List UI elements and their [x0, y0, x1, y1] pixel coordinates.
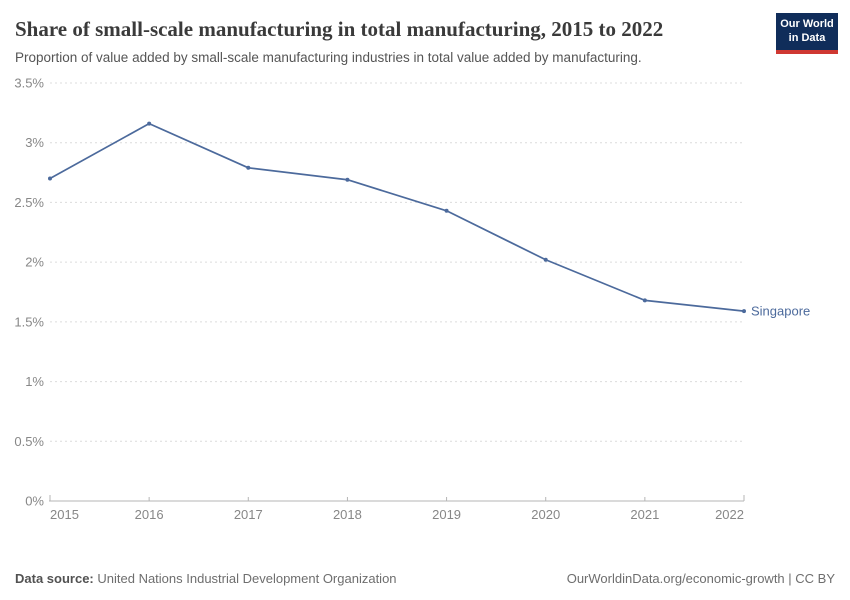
x-tick-label: 2020: [531, 507, 560, 522]
chart-footer: Data source: United Nations Industrial D…: [0, 571, 850, 586]
data-point[interactable]: [642, 298, 647, 303]
y-tick-label: 0.5%: [14, 434, 44, 449]
data-point[interactable]: [48, 176, 52, 181]
x-tick-label: 2021: [630, 507, 659, 522]
y-tick-label: 1.5%: [14, 315, 44, 330]
attribution-link[interactable]: OurWorldinData.org/economic-growth | CC …: [566, 571, 835, 586]
owid-logo-line1: Our World: [780, 18, 834, 30]
y-tick-label: 3.5%: [14, 76, 44, 91]
x-tick-label: 2017: [234, 507, 263, 522]
data-point[interactable]: [543, 258, 548, 263]
y-tick-label: 2.5%: [14, 195, 44, 210]
x-tick-label: 2019: [432, 507, 461, 522]
data-source-label: Data source:: [15, 571, 94, 586]
series-line-singapore[interactable]: [49, 123, 745, 313]
owid-logo[interactable]: Our World in Data: [776, 13, 838, 54]
chart-header: Share of small-scale manufacturing in to…: [0, 0, 850, 65]
owid-logo-line2: in Data: [788, 31, 826, 44]
y-tick-label: 3%: [25, 136, 44, 151]
chart-subtitle: Proportion of value added by small-scale…: [15, 50, 642, 66]
data-source: Data source: United Nations Industrial D…: [15, 571, 397, 586]
line-chart[interactable]: 0% 0.5% 1% 1.5% 2% 2.5% 3% 3.5% 2015 2016 2017 2018…: [0, 67, 850, 529]
y-tick-label: 0%: [25, 494, 44, 509]
x-tick-label: 2016: [135, 507, 164, 522]
data-point[interactable]: [444, 209, 449, 214]
data-point[interactable]: [345, 178, 350, 183]
chart-title: Share of small-scale manufacturing in to…: [15, 17, 664, 41]
y-tick-label: 2%: [25, 255, 44, 270]
x-tick-label: 2022: [715, 507, 744, 522]
data-point[interactable]: [147, 121, 152, 126]
series-label[interactable]: Singapore: [751, 304, 810, 319]
data-point[interactable]: [246, 166, 251, 171]
x-tick-label: 2015: [50, 507, 79, 522]
data-source-value: United Nations Industrial Development Or…: [97, 571, 397, 586]
data-point[interactable]: [742, 309, 746, 314]
y-tick-label: 1%: [25, 374, 44, 389]
x-tick-label: 2018: [333, 507, 362, 522]
